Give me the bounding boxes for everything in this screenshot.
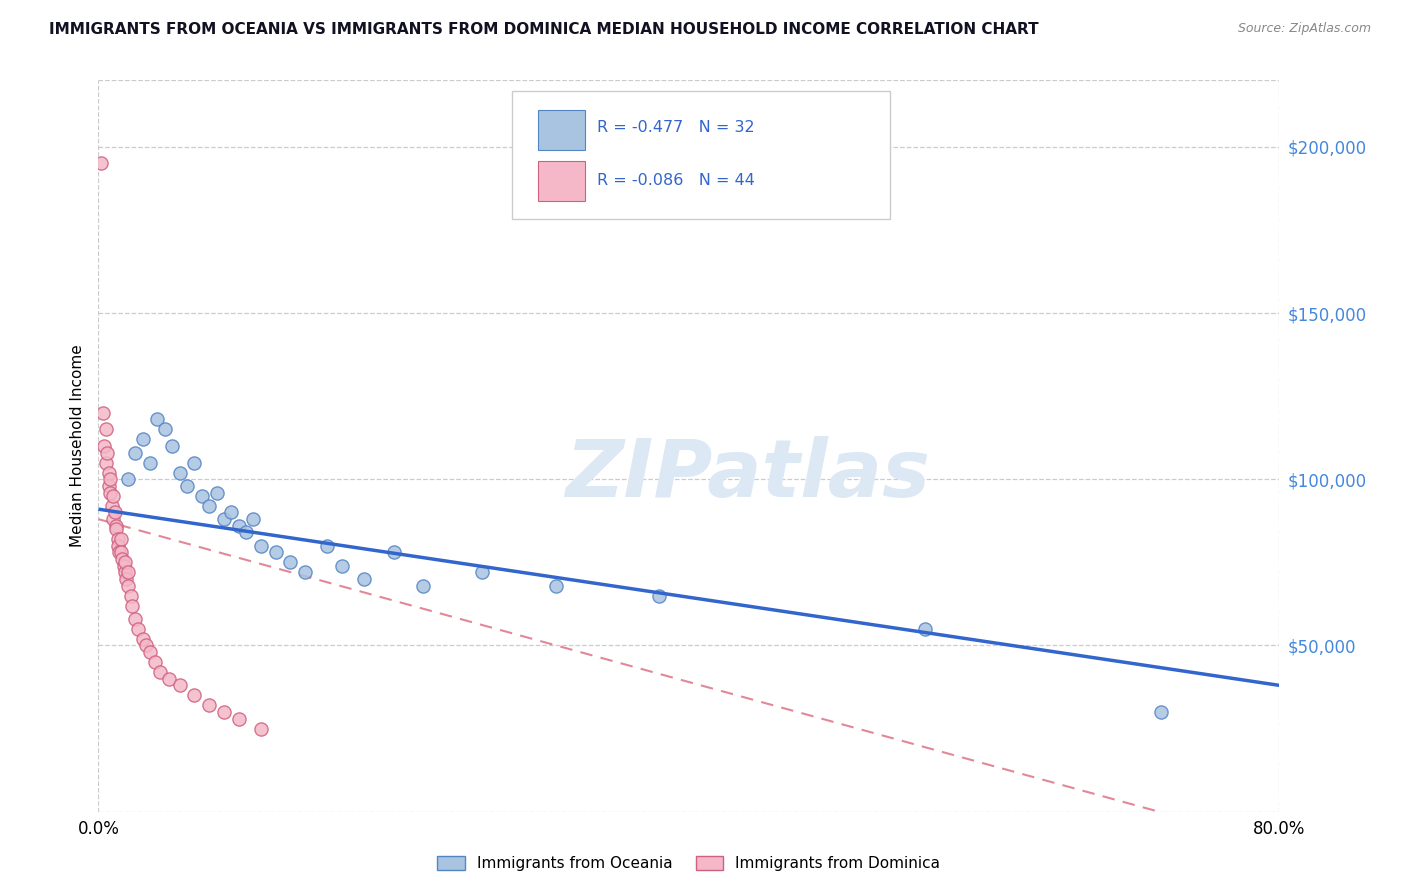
Point	[117, 472, 139, 486]
Point	[146, 412, 169, 426]
Point	[114, 566, 136, 580]
Point	[162, 439, 183, 453]
Point	[212, 705, 235, 719]
Point	[139, 645, 162, 659]
Point	[135, 639, 157, 653]
Point	[121, 599, 143, 613]
Point	[100, 499, 122, 513]
Point	[127, 622, 149, 636]
Point	[94, 422, 117, 436]
Point	[157, 672, 180, 686]
Point	[264, 545, 287, 559]
Point	[198, 698, 221, 713]
Point	[242, 512, 264, 526]
Point	[228, 518, 250, 533]
Point	[250, 539, 273, 553]
Point	[114, 555, 136, 569]
Point	[110, 532, 132, 546]
Point	[91, 406, 114, 420]
Point	[117, 566, 139, 580]
Point	[198, 499, 221, 513]
Point	[139, 456, 162, 470]
Point	[250, 722, 273, 736]
Point	[316, 539, 339, 553]
Point	[124, 445, 146, 459]
Point	[105, 522, 128, 536]
Point	[169, 678, 191, 692]
Point	[117, 579, 139, 593]
Point	[471, 566, 494, 580]
Point	[228, 712, 250, 726]
Point	[212, 512, 235, 526]
Point	[124, 612, 146, 626]
Point	[108, 545, 131, 559]
Point	[353, 572, 375, 586]
Point	[176, 479, 198, 493]
Point	[294, 566, 316, 580]
Point	[103, 512, 125, 526]
Point	[120, 589, 142, 603]
Point	[111, 552, 134, 566]
Text: R = -0.477   N = 32: R = -0.477 N = 32	[596, 120, 755, 136]
Point	[149, 665, 172, 679]
FancyBboxPatch shape	[537, 110, 585, 150]
Point	[330, 558, 353, 573]
Y-axis label: Median Household Income: Median Household Income	[69, 344, 84, 548]
Point	[103, 489, 125, 503]
Point	[143, 655, 166, 669]
Point	[648, 589, 671, 603]
Point	[235, 525, 257, 540]
Point	[382, 545, 405, 559]
Point	[914, 622, 936, 636]
Point	[94, 456, 117, 470]
Point	[98, 485, 121, 500]
Point	[1150, 705, 1173, 719]
Text: Source: ZipAtlas.com: Source: ZipAtlas.com	[1237, 22, 1371, 36]
Point	[280, 555, 302, 569]
Point	[104, 506, 127, 520]
Point	[93, 439, 115, 453]
Point	[110, 545, 132, 559]
Text: ZIPatlas: ZIPatlas	[565, 436, 931, 515]
FancyBboxPatch shape	[512, 91, 890, 219]
Text: R = -0.086   N = 44: R = -0.086 N = 44	[596, 173, 755, 188]
Point	[183, 689, 205, 703]
Point	[205, 485, 228, 500]
Point	[132, 632, 155, 646]
Legend: Immigrants from Oceania, Immigrants from Dominica: Immigrants from Oceania, Immigrants from…	[432, 850, 946, 877]
Point	[221, 506, 243, 520]
Point	[107, 532, 129, 546]
Point	[412, 579, 434, 593]
Point	[169, 466, 191, 480]
Point	[97, 479, 120, 493]
Point	[191, 489, 214, 503]
Point	[105, 518, 128, 533]
FancyBboxPatch shape	[537, 161, 585, 201]
Point	[107, 539, 129, 553]
Point	[153, 422, 176, 436]
Text: IMMIGRANTS FROM OCEANIA VS IMMIGRANTS FROM DOMINICA MEDIAN HOUSEHOLD INCOME CORR: IMMIGRANTS FROM OCEANIA VS IMMIGRANTS FR…	[49, 22, 1039, 37]
Point	[90, 156, 112, 170]
Point	[97, 466, 120, 480]
Point	[98, 472, 121, 486]
Point	[112, 558, 135, 573]
Point	[115, 572, 138, 586]
Point	[96, 445, 118, 459]
Point	[546, 579, 568, 593]
Point	[132, 433, 155, 447]
Point	[183, 456, 205, 470]
